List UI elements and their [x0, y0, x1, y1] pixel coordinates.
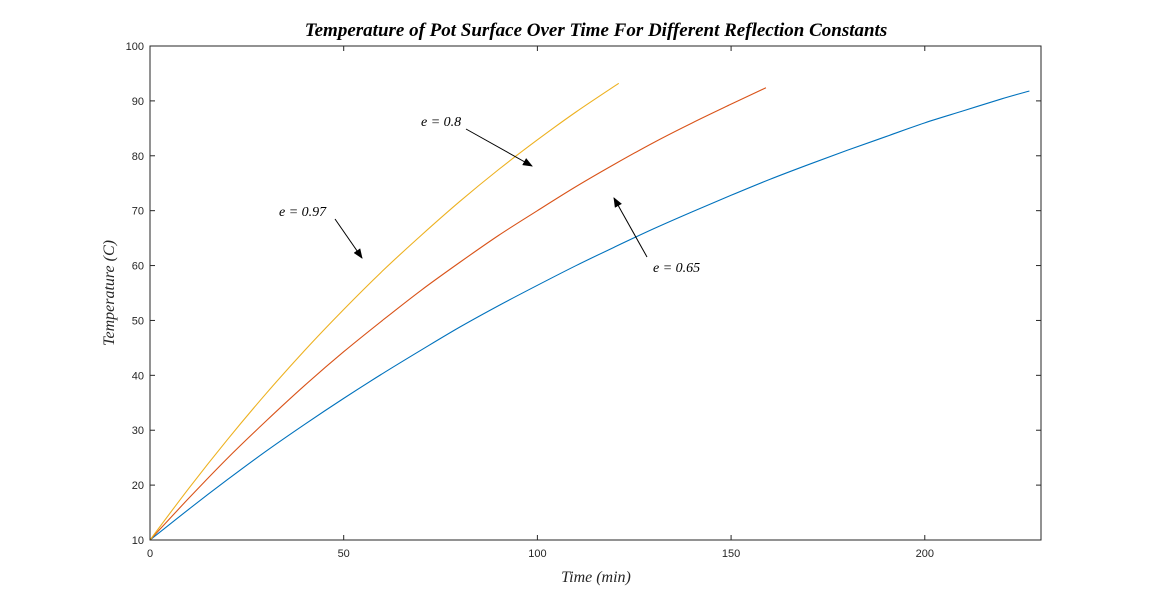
series-line-1 — [149, 87, 767, 541]
plot-area — [150, 46, 1041, 540]
x-tick-label: 150 — [722, 548, 740, 560]
y-tick-label: 20 — [132, 480, 144, 492]
annotation-arrow-065 — [613, 197, 648, 258]
y-tick-label: 50 — [132, 315, 144, 327]
annotation-label-097: e = 0.97 — [279, 205, 327, 220]
y-tick-label: 90 — [132, 96, 144, 108]
x-axis-title: Time (min) — [561, 569, 631, 586]
x-tick-label: 0 — [147, 548, 153, 560]
plot-frame — [149, 45, 1042, 541]
x-tick-label: 50 — [338, 548, 350, 560]
series-group — [149, 82, 1030, 541]
series-line-0 — [149, 90, 1030, 541]
y-tick-label: 40 — [132, 370, 144, 382]
y-tick-label: 80 — [132, 151, 144, 163]
y-axis-title: Temperature (C) — [101, 240, 118, 346]
annotation-label-08: e = 0.8 — [421, 115, 461, 130]
annotation-arrow-08 — [465, 128, 533, 167]
y-tick-label: 10 — [132, 535, 144, 547]
chart-title: Temperature of Pot Surface Over Time For… — [305, 20, 887, 41]
y-tick-label: 70 — [132, 206, 144, 218]
series-line-2 — [149, 82, 620, 541]
x-tick-label: 100 — [528, 548, 546, 560]
y-tick-label: 60 — [132, 261, 144, 273]
annotation-label-065: e = 0.65 — [653, 261, 700, 276]
y-tick-label: 100 — [126, 41, 144, 53]
annotation-group: e = 0.97 e = 0.8 e = 0.65 — [279, 115, 700, 276]
axis-ticks: 0 50 100 150 200 10 20 30 40 50 60 70 80 90 100 — [126, 41, 1041, 560]
y-tick-label: 30 — [132, 425, 144, 437]
annotation-arrow-097 — [334, 218, 363, 259]
x-tick-label: 200 — [916, 548, 934, 560]
